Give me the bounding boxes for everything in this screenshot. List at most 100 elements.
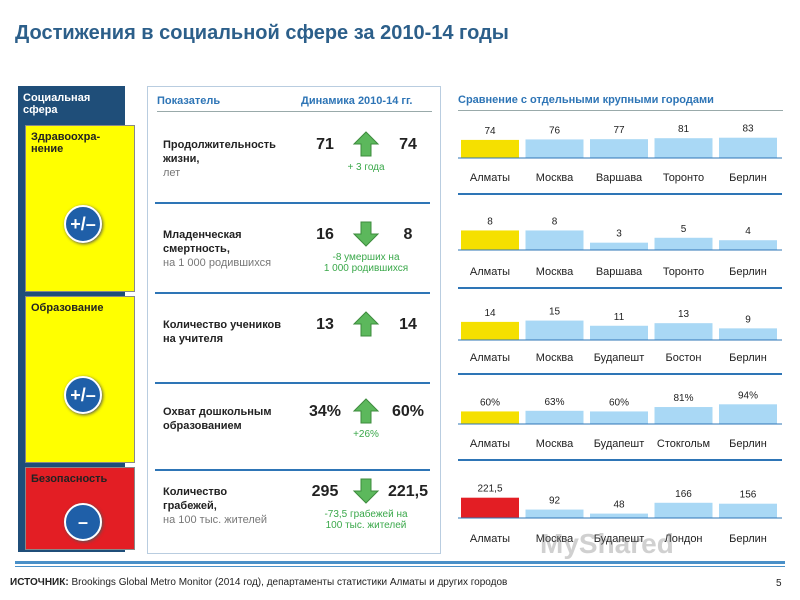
indicator: Количество грабежей, на 100 тыс. жителей: [163, 485, 298, 527]
category-label: Берлин: [729, 352, 767, 364]
start-value: 13: [316, 316, 334, 333]
source-text: Brookings Global Metro Monitor (2014 год…: [71, 577, 508, 588]
table-header: Показатель: [157, 95, 221, 107]
value-label: 5: [681, 224, 687, 235]
value-label: 8: [487, 216, 493, 227]
value-label: 81%: [673, 393, 693, 404]
indicator: Количество учеников на учителя: [163, 318, 298, 346]
value-label: 48: [613, 500, 625, 511]
value-label: 92: [549, 496, 561, 507]
header-rule: [458, 110, 783, 111]
bar: [525, 230, 584, 250]
bar: [719, 328, 777, 340]
value-label: 76: [549, 125, 561, 136]
indicator: Продолжительность жизни, лет: [163, 138, 298, 180]
indicator-unit: на 100 тыс. жителей: [163, 514, 268, 526]
indicator: Младенческая смертность, на 1 000 родивши…: [163, 228, 298, 270]
bar: [719, 404, 777, 424]
row-rule: [155, 202, 430, 204]
bar: [590, 242, 648, 250]
category-label: Москва: [536, 533, 574, 545]
category-label: Москва: [536, 266, 574, 278]
trend-arrow: [352, 311, 380, 337]
value-label: 63%: [544, 397, 564, 408]
category-label: Москва: [536, 352, 574, 364]
category-label: Берлин: [729, 266, 767, 278]
start-value: 71: [316, 136, 334, 153]
category-label: Москва: [536, 438, 574, 450]
indicator-text: Охват дошкольным образованием: [163, 406, 272, 432]
value-label: 3: [616, 229, 622, 240]
value-label: 14: [484, 308, 496, 319]
value-label: 60%: [609, 397, 629, 408]
footer-rule: [15, 561, 785, 567]
bar: [654, 502, 713, 518]
start-value: 34%: [308, 403, 342, 420]
value-label: 74: [484, 126, 496, 137]
category-label: Алматы: [470, 172, 510, 184]
header-rule: [157, 111, 432, 112]
sidebar-title: Социальная сфера: [23, 92, 91, 116]
bar: [719, 240, 777, 250]
status-icon: +/–: [64, 375, 102, 414]
end-value: 14: [399, 316, 417, 333]
bar: [654, 138, 713, 158]
bar: [461, 411, 519, 424]
indicator-text: Количество грабежей,: [163, 486, 228, 512]
start-value: 295: [311, 483, 339, 500]
category-label: Москва: [536, 172, 574, 184]
bar: [525, 410, 584, 424]
bar: [590, 513, 648, 518]
watermark: MyShared: [540, 528, 674, 559]
table-header: Динамика 2010-14 гг.: [301, 95, 413, 107]
category-label: Берлин: [729, 533, 767, 545]
value-label: 156: [740, 490, 757, 501]
category-label: Торонто: [663, 172, 704, 184]
category-label: Бостон: [666, 352, 702, 364]
bar: [461, 321, 519, 340]
status-icon: –: [64, 502, 102, 541]
category-label: Алматы: [470, 352, 510, 364]
indicator-text: Младенческая смертность,: [163, 229, 242, 255]
category-label: Торонто: [663, 266, 704, 278]
indicator-unit: лет: [163, 167, 181, 179]
category-label: Лондон: [664, 533, 702, 545]
indicator-text: Количество учеников на учителя: [163, 319, 282, 345]
category-label: Варшава: [596, 172, 643, 184]
change-note: -73,5 грабежей на 100 тыс. жителей: [324, 509, 408, 531]
value-label: 60%: [480, 397, 500, 408]
value-label: 94%: [738, 390, 758, 401]
category-label: Берлин: [729, 438, 767, 450]
category-label: Варшава: [596, 266, 643, 278]
category-label: Берлин: [729, 172, 767, 184]
bar: [719, 503, 777, 518]
section-label: Безопасность: [31, 473, 108, 485]
page-number: 5: [776, 578, 782, 589]
section-label: Здравоохра- нение: [31, 131, 101, 155]
trend-arrow: [352, 131, 380, 157]
bar: [461, 230, 519, 250]
bar: [654, 323, 713, 340]
value-label: 11: [614, 312, 625, 323]
bar: [525, 139, 584, 158]
table-panel: Показатель Динамика 2010-14 гг.: [147, 86, 441, 554]
comparison-panel: Сравнение с отдельными крупными городами: [450, 86, 785, 552]
category-label: Будапешт: [594, 352, 645, 364]
value-label: 9: [745, 314, 751, 325]
bar: [590, 411, 648, 424]
section-label: Образование: [31, 302, 104, 314]
value-label: 83: [742, 124, 754, 135]
change-note: + 3 года: [347, 162, 385, 173]
value-label: 81: [678, 124, 690, 135]
value-label: 15: [549, 307, 561, 318]
start-value: 16: [316, 226, 334, 243]
value-label: 13: [678, 309, 690, 320]
bar: [461, 497, 519, 518]
row-rule: [155, 469, 430, 471]
category-label: Алматы: [470, 438, 510, 450]
value-label: 221,5: [477, 484, 502, 495]
end-value: 60%: [391, 403, 425, 420]
trend-arrow: [352, 221, 380, 247]
category-label: Алматы: [470, 266, 510, 278]
